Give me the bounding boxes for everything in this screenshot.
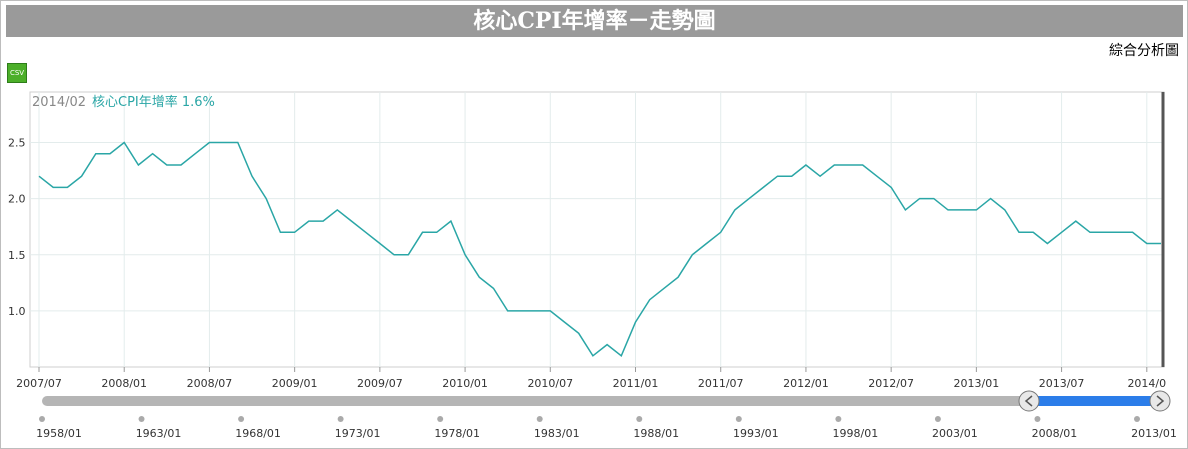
y-tick-label: 2.5 bbox=[8, 137, 26, 150]
tooltip-series-label: 核心CPI年增率 1.6% bbox=[92, 94, 215, 110]
navigator-dot bbox=[138, 416, 145, 422]
navigator-dot bbox=[735, 416, 742, 422]
x-tick-label: 2011/01 bbox=[613, 377, 659, 390]
handle-circle bbox=[1149, 390, 1171, 412]
navigator-selected-range bbox=[1028, 396, 1160, 406]
navigator-label: 1963/01 bbox=[136, 427, 182, 440]
plot-border bbox=[29, 91, 1165, 368]
navigator-dot bbox=[934, 416, 941, 422]
x-tick-label: 2013/01 bbox=[954, 377, 1000, 390]
navigator-label: 2003/01 bbox=[932, 427, 978, 440]
x-tick-label: 2009/01 bbox=[272, 377, 318, 390]
range-navigator[interactable]: 1958/01 1963/01 1968/01 1973/01 1978/01 1983/… bbox=[36, 390, 1177, 440]
navigator-dot bbox=[636, 416, 643, 422]
x-tick-label: 2008/01 bbox=[101, 377, 147, 390]
plot-area bbox=[29, 91, 1165, 368]
x-tick-label: 2007/07 bbox=[16, 377, 62, 390]
navigator-dot bbox=[39, 416, 45, 422]
navigator-dot bbox=[238, 416, 245, 422]
navigator-label: 1993/01 bbox=[733, 427, 779, 440]
x-tick-label: 2012/07 bbox=[868, 377, 914, 390]
x-axis: 2007/07 2008/01 2008/07 2009/01 2009/07 2010/… bbox=[16, 367, 1166, 390]
y-tick-label: 1.5 bbox=[8, 249, 26, 262]
y-axis: 2.5 2.0 1.5 1.0 bbox=[8, 137, 26, 318]
navigator-label: 1973/01 bbox=[335, 427, 381, 440]
tooltip: 2014/02 核心CPI年增率 1.6% bbox=[32, 94, 215, 110]
navigator-dot bbox=[337, 416, 344, 422]
navigator-label: 2013/01 bbox=[1131, 427, 1177, 440]
csv-download-button[interactable]: CSV bbox=[7, 63, 27, 83]
navigator-label: 1998/01 bbox=[833, 427, 879, 440]
series-layer bbox=[38, 141, 1161, 357]
chevron-right-icon bbox=[1156, 395, 1165, 407]
x-tick-label: 2008/07 bbox=[187, 377, 233, 390]
handle-circle bbox=[1018, 390, 1040, 412]
x-tick-label: 2012/01 bbox=[783, 377, 829, 390]
x-tick-label: 2011/07 bbox=[698, 377, 744, 390]
grid-lines bbox=[30, 92, 1164, 367]
navigator-dot bbox=[1134, 416, 1140, 422]
navigator-label: 1958/01 bbox=[36, 427, 82, 440]
navigator-dot bbox=[1034, 416, 1041, 422]
navigator-label: 1988/01 bbox=[633, 427, 679, 440]
x-tick-label: 2009/07 bbox=[357, 377, 403, 390]
x-tick-label: 2014/0 bbox=[1127, 377, 1166, 390]
navigator-dot bbox=[835, 416, 842, 422]
navigator-track bbox=[42, 396, 1162, 406]
navigator-label: 1978/01 bbox=[434, 427, 480, 440]
composite-analysis-link[interactable]: 綜合分析圖 bbox=[1109, 43, 1179, 59]
navigator-dot bbox=[536, 416, 543, 422]
navigator-dot bbox=[437, 416, 444, 422]
navigator-label: 1968/01 bbox=[235, 427, 281, 440]
navigator-right-handle[interactable] bbox=[1149, 390, 1171, 412]
y-tick-label: 2.0 bbox=[8, 193, 26, 206]
x-tick-label: 2013/07 bbox=[1039, 377, 1085, 390]
navigator-label: 2008/01 bbox=[1032, 427, 1078, 440]
tooltip-date: 2014/02 bbox=[32, 95, 86, 110]
y-tick-label: 1.0 bbox=[8, 305, 26, 318]
navigator-left-handle[interactable] bbox=[1018, 390, 1040, 412]
navigator-label: 1983/01 bbox=[534, 427, 580, 440]
chart-title: 核心CPI年增率－走勢圖 bbox=[6, 5, 1183, 37]
x-tick-label: 2010/01 bbox=[442, 377, 488, 390]
chevron-left-icon bbox=[1024, 395, 1033, 407]
x-tick-label: 2010/07 bbox=[527, 377, 573, 390]
series-line-core-cpi bbox=[38, 141, 1161, 357]
